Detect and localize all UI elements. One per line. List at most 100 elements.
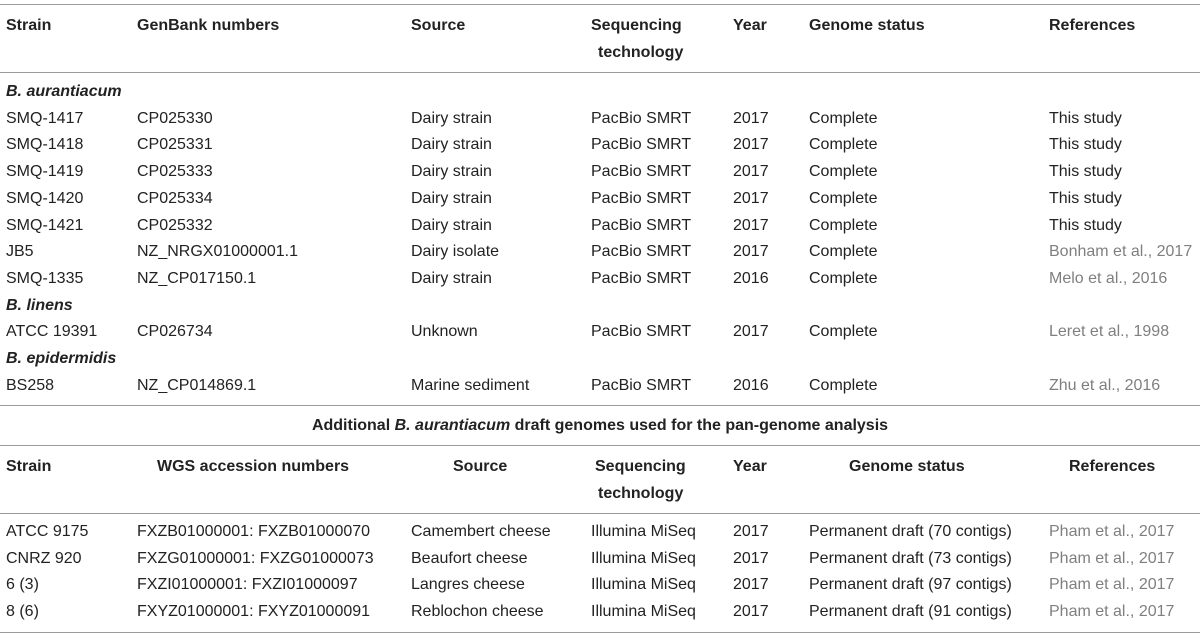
t2-header-source: Source — [453, 458, 508, 475]
status-cell: Complete — [809, 269, 878, 287]
year-cell: 2017 — [733, 243, 769, 261]
year-cell: 2017 — [733, 163, 769, 181]
accession-cell: CP025334 — [137, 189, 213, 207]
status-cell: Complete — [809, 189, 878, 207]
t2-header-genome-status: Genome status — [849, 458, 965, 475]
year-cell: 2017 — [733, 216, 769, 234]
source-cell: Dairy strain — [411, 216, 492, 234]
accession-cell: FXZG01000001: FXZG01000073 — [137, 549, 374, 567]
source-cell: Dairy strain — [411, 269, 492, 287]
t2-header-sequencing-line1: Sequencing — [595, 458, 686, 475]
strain-cell: 6 (3) — [6, 576, 39, 594]
technology-cell: PacBio SMRT — [591, 243, 692, 261]
reference-cell: Pham et al., 2017 — [1049, 576, 1175, 594]
year-cell: 2017 — [733, 603, 769, 621]
technology-cell: PacBio SMRT — [591, 109, 692, 127]
status-cell: Permanent draft (70 contigs) — [809, 523, 1012, 540]
reference-cell: This study — [1049, 163, 1122, 181]
strain-cell: SMQ-1335 — [6, 269, 84, 287]
bottom-rule — [0, 632, 1200, 633]
accession-cell: CP025332 — [137, 216, 213, 234]
table2-top-rule — [0, 445, 1200, 446]
technology-cell: PacBio SMRT — [591, 216, 692, 234]
header-year: Year — [733, 17, 767, 34]
source-cell: Dairy strain — [411, 136, 492, 154]
status-cell: Complete — [809, 136, 878, 154]
accession-cell: FXZI01000001: FXZI01000097 — [137, 576, 358, 594]
header-sequencing-line1: Sequencing — [591, 17, 682, 34]
reference-cell: Melo et al., 2016 — [1049, 269, 1168, 287]
top-rule — [0, 4, 1200, 5]
reference-cell: Zhu et al., 2016 — [1049, 376, 1161, 394]
group-label: B. linens — [6, 296, 73, 314]
reference-cell: This study — [1049, 136, 1122, 154]
accession-cell: CP025331 — [137, 136, 213, 154]
reference-cell: This study — [1049, 216, 1122, 234]
source-cell: Dairy strain — [411, 189, 492, 207]
technology-cell: PacBio SMRT — [591, 376, 692, 394]
status-cell: Complete — [809, 109, 878, 127]
strain-cell: BS258 — [6, 376, 55, 394]
t2-header-references: References — [1069, 458, 1156, 475]
technology-cell: PacBio SMRT — [591, 163, 692, 181]
source-cell: Unknown — [411, 323, 478, 341]
technology-cell: Illumina MiSeq — [591, 523, 696, 540]
t2-header-wgs-accession: WGS accession numbers — [157, 458, 350, 475]
accession-cell: NZ_CP017150.1 — [137, 269, 257, 287]
technology-cell: PacBio SMRT — [591, 136, 692, 154]
accession-cell: CP025330 — [137, 109, 213, 127]
accession-cell: CP025333 — [137, 163, 213, 181]
reference-cell: Pham et al., 2017 — [1049, 603, 1175, 621]
source-cell: Beaufort cheese — [411, 549, 528, 567]
group-label: B. epidermidis — [6, 350, 117, 367]
t2-header-year: Year — [733, 458, 767, 475]
reference-cell: Leret et al., 1998 — [1049, 323, 1170, 341]
status-cell: Complete — [809, 376, 878, 394]
reference-cell: This study — [1049, 189, 1122, 207]
source-cell: Camembert cheese — [411, 523, 551, 540]
caption-species: B. aurantiacum — [394, 417, 511, 434]
status-cell: Complete — [809, 163, 878, 181]
reference-cell: Pham et al., 2017 — [1049, 523, 1175, 540]
year-cell: 2017 — [733, 549, 769, 567]
source-cell: Dairy strain — [411, 109, 492, 127]
reference-cell: Pham et al., 2017 — [1049, 549, 1175, 567]
table2-caption: Additional B. aurantiacum draft genomes … — [0, 416, 1200, 436]
strain-cell: SMQ-1420 — [6, 189, 84, 207]
year-cell: 2017 — [733, 323, 769, 341]
year-cell: 2017 — [733, 576, 769, 594]
strain-cell: ATCC 9175 — [6, 523, 89, 540]
source-cell: Reblochon cheese — [411, 603, 544, 621]
header-source: Source — [411, 17, 466, 34]
technology-cell: PacBio SMRT — [591, 189, 692, 207]
header-genbank-numbers: GenBank numbers — [137, 17, 280, 34]
status-cell: Complete — [809, 323, 878, 341]
strain-cell: SMQ-1417 — [6, 109, 84, 127]
year-cell: 2016 — [733, 269, 769, 287]
t2-header-sequencing-line2: technology — [598, 485, 684, 502]
accession-cell: CP026734 — [137, 323, 213, 341]
reference-cell: Bonham et al., 2017 — [1049, 243, 1193, 261]
header-sequencing-line2: technology — [598, 44, 684, 61]
year-cell: 2017 — [733, 109, 769, 127]
caption-suffix: draft genomes used for the pan-genome an… — [510, 417, 889, 434]
source-cell: Langres cheese — [411, 576, 525, 594]
header-genome-status: Genome status — [809, 17, 925, 34]
header-references: References — [1049, 17, 1136, 34]
source-cell: Marine sediment — [411, 376, 530, 394]
source-cell: Dairy isolate — [411, 243, 500, 261]
strain-cell: JB5 — [6, 243, 34, 261]
strain-cell: 8 (6) — [6, 603, 39, 621]
year-cell: 2017 — [733, 136, 769, 154]
strain-cell: CNRZ 920 — [6, 549, 82, 567]
header-rule — [0, 72, 1200, 73]
strain-cell: ATCC 19391 — [6, 323, 98, 341]
technology-cell: Illumina MiSeq — [591, 576, 696, 594]
table1-bottom-rule — [0, 405, 1200, 406]
accession-cell: NZ_CP014869.1 — [137, 376, 257, 394]
group-label: B. aurantiacum — [6, 83, 122, 100]
year-cell: 2017 — [733, 189, 769, 207]
status-cell: Complete — [809, 216, 878, 234]
reference-cell: This study — [1049, 109, 1122, 127]
technology-cell: PacBio SMRT — [591, 269, 692, 287]
